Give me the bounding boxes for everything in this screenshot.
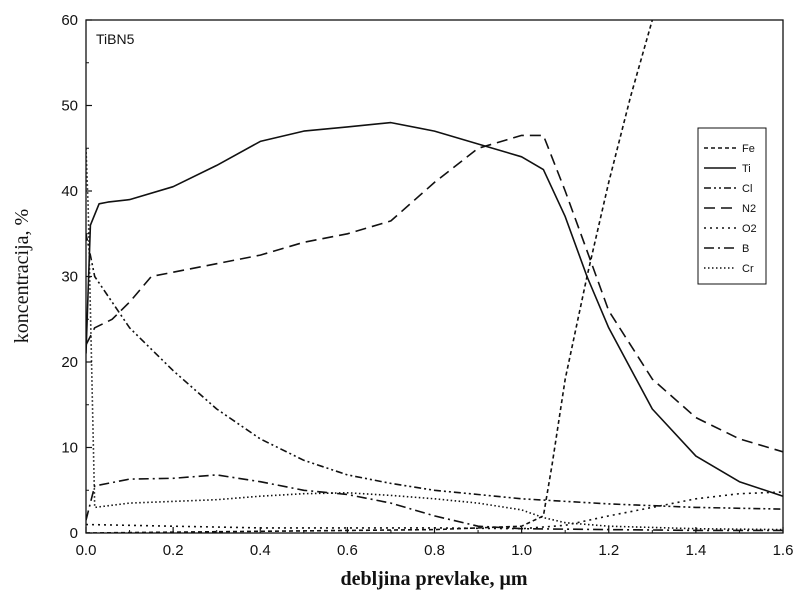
plot-frame [85, 19, 784, 534]
legend-label: O2 [742, 223, 757, 235]
y-tick-label: 60 [61, 12, 78, 29]
series-line-ti [86, 121, 783, 497]
x-axis-title: debljina prevlake, μm [340, 568, 527, 590]
y-tick-label: 10 [61, 440, 78, 457]
legend-label: Cl [742, 183, 752, 195]
legend: Fe Ti Cl N2 O2 B Cr [697, 127, 767, 285]
x-axis-ticks: 0.0 0.2 0.4 0.6 0.8 1.0 1.2 1.4 1.6 [76, 527, 794, 559]
series-line-o2 [86, 491, 783, 530]
x-tick-label: 0.4 [250, 542, 271, 559]
legend-label: Cr [742, 263, 754, 275]
x-tick-label: 1.0 [511, 542, 532, 559]
annotation-label: TiBN5 [96, 31, 135, 47]
y-tick-label: 30 [61, 269, 78, 286]
y-tick-label: 50 [61, 98, 78, 115]
series-line-cl [86, 233, 783, 510]
legend-label: Fe [742, 143, 755, 155]
legend-label: B [742, 243, 749, 255]
x-tick-label: 0.6 [337, 542, 358, 559]
y-tick-label: 40 [61, 183, 78, 200]
y-tick-label: 0 [70, 525, 78, 542]
series-line-fe [86, 20, 654, 533]
series-line-b [86, 474, 783, 532]
legend-label: N2 [742, 203, 756, 215]
y-axis-ticks: 0 10 20 30 40 50 60 [61, 12, 92, 542]
x-tick-label: 0.2 [163, 542, 184, 559]
series-layer [86, 20, 783, 533]
x-tick-label: 0.0 [76, 542, 97, 559]
series-line-cr [86, 148, 783, 531]
x-tick-label: 1.2 [598, 542, 619, 559]
y-tick-label: 20 [61, 354, 78, 371]
legend-label: Ti [742, 163, 751, 175]
x-tick-label: 1.4 [685, 542, 706, 559]
series-line-n2 [86, 134, 783, 453]
y-axis-title: koncentracija, % [11, 209, 33, 343]
legend-box [697, 127, 767, 285]
x-tick-label: 1.6 [773, 542, 794, 559]
x-tick-label: 0.8 [424, 542, 445, 559]
